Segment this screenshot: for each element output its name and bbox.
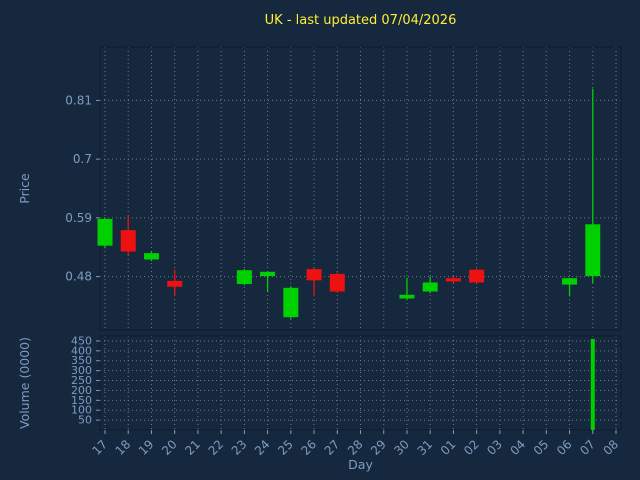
candle-day-30 [399,277,415,301]
svg-text:01: 01 [438,437,459,458]
candle-day-02 [469,268,485,284]
svg-text:200: 200 [71,384,92,397]
svg-text:28: 28 [345,437,366,458]
svg-text:29: 29 [368,437,389,458]
svg-text:0.7: 0.7 [73,152,92,166]
candle-day-27 [329,272,345,293]
svg-text:0.59: 0.59 [65,211,92,225]
candle-day-26 [306,268,322,297]
volume-bars [590,338,595,430]
price-tick-labels: 0.48 0.59 0.7 0.81 [65,93,92,283]
candle-day-18 [120,215,136,256]
svg-text:250: 250 [71,374,92,387]
svg-text:03: 03 [484,437,505,458]
svg-text:300: 300 [71,364,92,377]
price-axis-title: Price [17,173,32,204]
svg-text:27: 27 [322,437,343,458]
candle-day-17 [97,217,113,249]
candlesticks [97,88,601,319]
svg-text:50: 50 [78,414,92,427]
svg-text:0.81: 0.81 [65,93,92,107]
day-tick-labels: 17 18 19 20 21 22 23 24 25 26 27 28 29 30 31 01 02 03 04 05… [89,437,621,458]
candle-day-19 [143,251,159,262]
candle-day-01 [445,276,461,284]
svg-text:0.48: 0.48 [65,270,92,284]
svg-text:02: 02 [461,437,482,458]
svg-text:04: 04 [508,437,529,458]
svg-text:100: 100 [71,404,92,417]
volume-bar-day-07 [590,338,595,430]
svg-text:350: 350 [71,354,92,367]
svg-text:22: 22 [206,437,227,458]
svg-text:05: 05 [531,437,552,458]
axis-tick-marks [96,99,617,434]
svg-text:18: 18 [113,437,134,458]
svg-text:07: 07 [577,437,598,458]
svg-text:08: 08 [600,437,621,458]
candle-day-23 [236,269,252,286]
svg-text:450: 450 [71,334,92,347]
candle-day-31 [422,276,438,294]
svg-text:06: 06 [554,437,575,458]
svg-text:26: 26 [298,437,319,458]
candle-day-07 [585,88,601,284]
svg-text:25: 25 [275,437,296,458]
candle-day-20 [167,269,183,296]
svg-text:24: 24 [252,437,273,458]
svg-text:20: 20 [159,437,180,458]
candle-day-24 [260,271,276,293]
chart-title: UK - last updated 07/04/2026 [264,13,457,28]
svg-text:31: 31 [415,437,436,458]
svg-text:23: 23 [229,437,250,458]
svg-text:30: 30 [391,437,412,458]
candle-day-25 [283,286,299,319]
candle-day-06 [562,277,578,297]
x-axis-title: Day [348,457,373,472]
gridlines [100,47,621,430]
svg-text:19: 19 [136,437,157,458]
volume-axis-title: Volume (0000) [17,337,32,429]
svg-text:400: 400 [71,344,92,357]
svg-text:150: 150 [71,394,92,407]
svg-text:17: 17 [89,437,110,458]
svg-text:21: 21 [182,437,203,458]
